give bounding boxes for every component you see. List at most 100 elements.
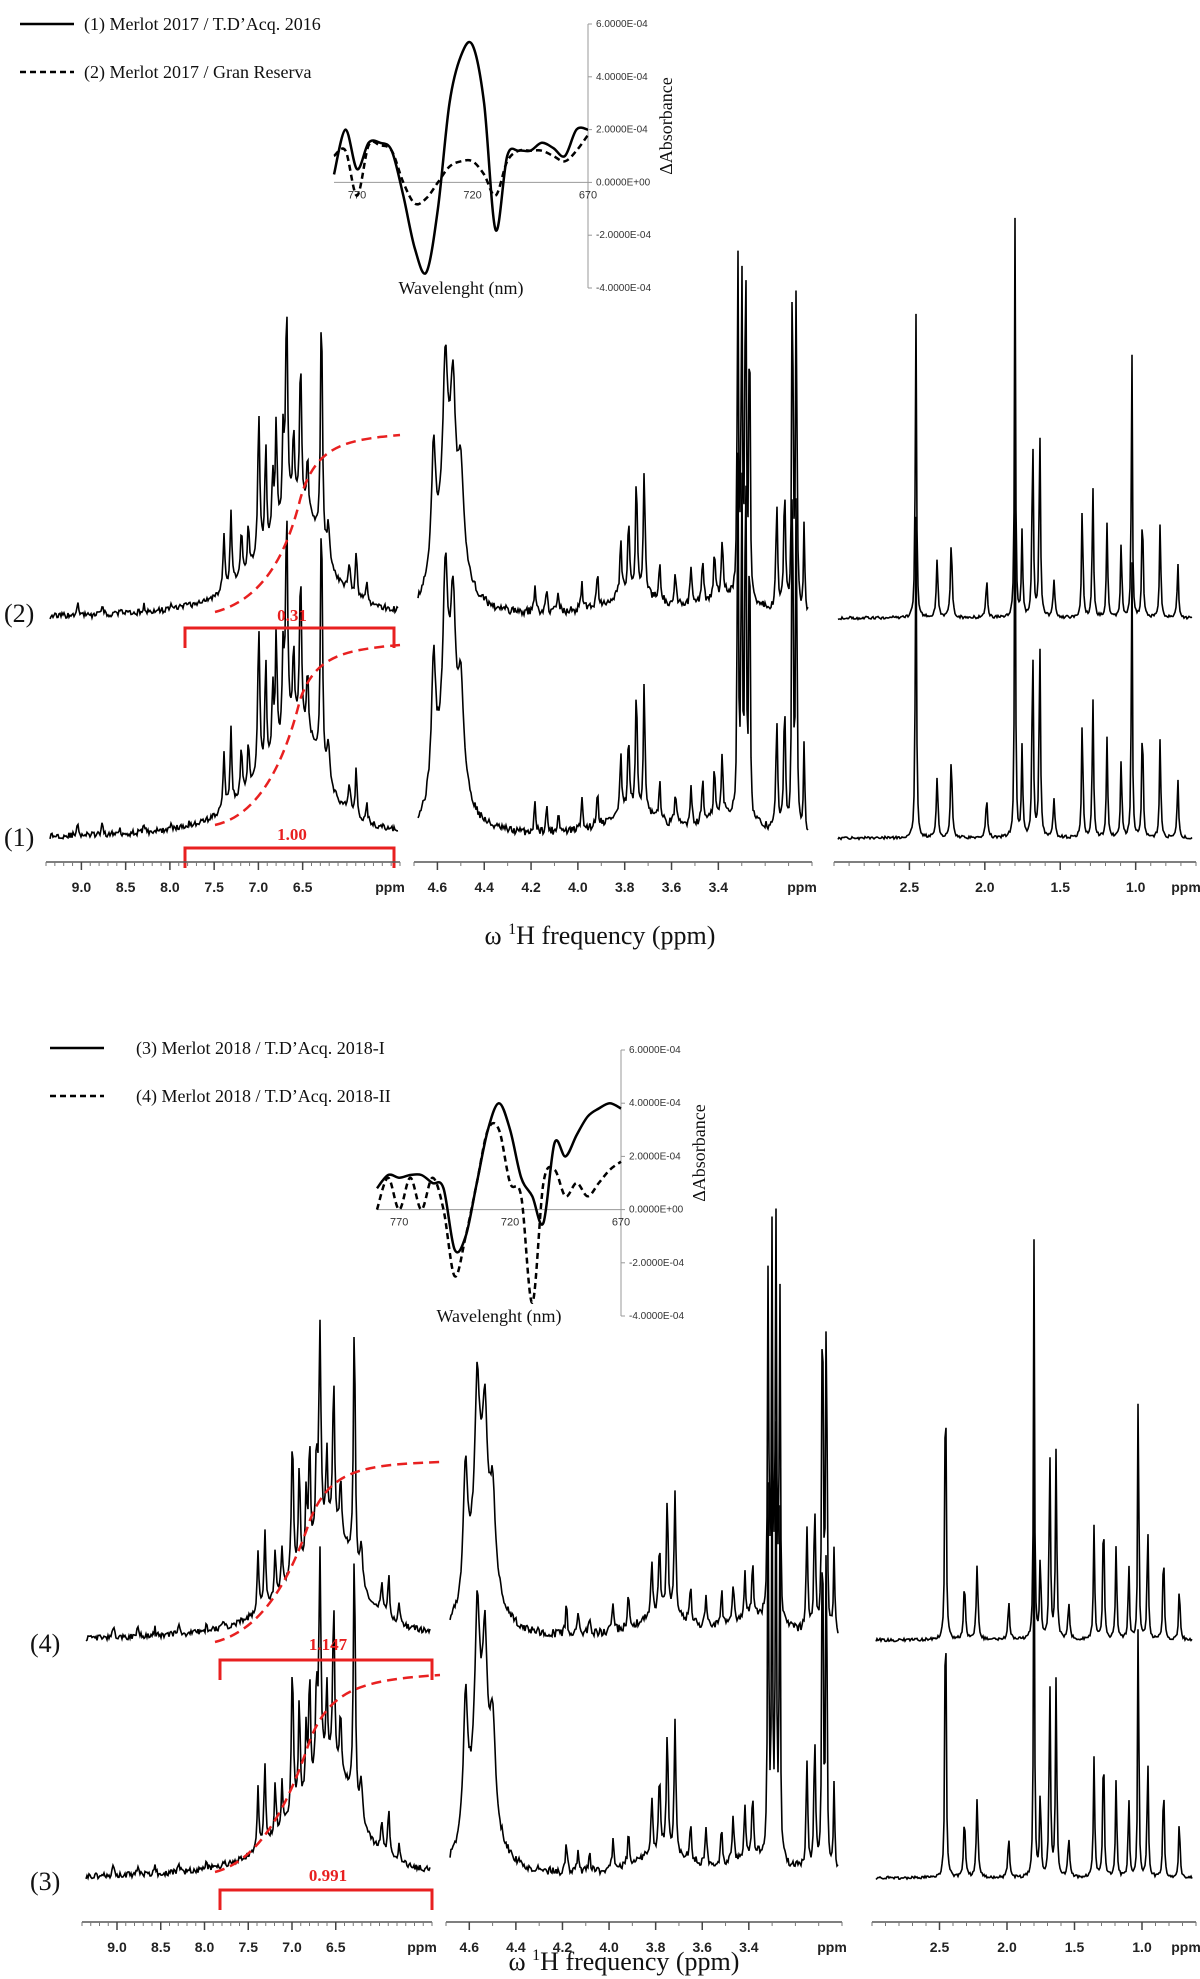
- x-tick-label: 1.5: [1051, 879, 1071, 895]
- trace-sugar-1: [417, 452, 809, 837]
- x-tick-label: 3.8: [646, 1939, 666, 1955]
- inset-series-2: [333, 134, 590, 206]
- inset-ytick-label: 6.0000E-04: [629, 1045, 681, 1056]
- x-tick-label: 4.4: [475, 879, 495, 895]
- x-tick-label: 2.5: [900, 879, 920, 895]
- trace-sugar-0: [449, 1208, 839, 1639]
- x-axes: 9.0 8.5 8.0 7.5 7.0 6.5 ppm 4.6 4.4 4.2 4.0 3.8 3.6 3…: [45, 861, 1200, 895]
- x-unit-label: ppm: [407, 1939, 437, 1955]
- inset-ytick-label: 0.0000E+00: [629, 1205, 684, 1216]
- x-tick-label: 7.5: [204, 879, 224, 895]
- inset-xtick-label: 670: [612, 1217, 630, 1229]
- trace-aromatic-0: [85, 1319, 431, 1643]
- inset-ytick-label: 0.0000E+00: [596, 177, 651, 188]
- x-tick-label: 4.6: [460, 1939, 480, 1955]
- x-tick-label: 7.0: [282, 1939, 302, 1955]
- x-tick-label: 4.0: [599, 1939, 619, 1955]
- x-tick-label: 3.4: [709, 879, 729, 895]
- legend-label-4: (4) Merlot 2018 / T.D’Acq. 2018-II: [136, 1086, 391, 1107]
- x-tick-label: 6.5: [326, 1939, 346, 1955]
- integral-curve-upper: [214, 433, 401, 614]
- inset-xtick-label: 670: [579, 189, 597, 201]
- x-tick-label: 7.5: [239, 1939, 259, 1955]
- integral-bracket-upper: 1.147: [218, 1635, 434, 1680]
- integral-curve-lower: [214, 1673, 441, 1874]
- x-tick-label: 4.4: [506, 1939, 526, 1955]
- x-tick-label: 3.6: [662, 879, 682, 895]
- x-tick-label: 9.0: [107, 1939, 127, 1955]
- x-axes: 9.0 8.5 8.0 7.5 7.0 6.5 ppm 4.6 4.4 4.2 4.0 3.8 3.6 3…: [81, 1921, 1200, 1955]
- x-tick-label: 4.2: [553, 1939, 573, 1955]
- x-unit-label: ppm: [817, 1939, 847, 1955]
- integral-curve-upper: [214, 1460, 441, 1644]
- legend-label-1: (1) Merlot 2017 / T.D’Acq. 2016: [84, 14, 321, 35]
- inset-ytick-label: 2.0000E-04: [596, 125, 648, 136]
- trace-sugar-0: [417, 250, 809, 619]
- x-tick-label: 2.5: [930, 1939, 950, 1955]
- inset-legend: (1) Merlot 2017 / T.D’Acq. 2016 (2) Merl…: [20, 14, 321, 83]
- trace-aliphatic-1: [875, 1456, 1193, 1881]
- trace-aliphatic-0: [875, 1239, 1193, 1643]
- x-tick-label: 2.0: [997, 1939, 1017, 1955]
- x-tick-label: 3.6: [693, 1939, 713, 1955]
- x-tick-label: 4.2: [521, 879, 541, 895]
- legend-label-3: (3) Merlot 2018 / T.D’Acq. 2018-I: [136, 1038, 385, 1059]
- integral-value-3: 0.991: [309, 1866, 347, 1885]
- x-tick-label: 4.6: [428, 879, 448, 895]
- nmr-traces: [85, 1208, 1193, 1881]
- x-axis-title: ω 1H frequency (ppm): [509, 1947, 740, 1976]
- inset-ytick-label: 4.0000E-04: [596, 72, 648, 83]
- inset-x-label: Wavelenght (nm): [398, 278, 523, 299]
- inset-ytick-label: -4.0000E-04: [629, 1311, 684, 1322]
- inset-xtick-label: 720: [501, 1217, 519, 1229]
- x-tick-label: 2.0: [975, 879, 995, 895]
- trace-aromatic-1: [85, 1546, 431, 1881]
- x-tick-label: 9.0: [72, 879, 92, 895]
- integral-value-2: 0.31: [277, 606, 307, 625]
- trace-aliphatic-0: [837, 217, 1193, 621]
- x-tick-label: 3.4: [739, 1939, 759, 1955]
- x-tick-label: 8.0: [160, 879, 180, 895]
- x-tick-label: 4.0: [568, 879, 588, 895]
- x-tick-label: 1.0: [1126, 879, 1146, 895]
- inset-xtick-label: 720: [463, 189, 481, 201]
- trace-aromatic-1: [49, 520, 399, 840]
- x-unit-label: ppm: [1171, 879, 1200, 895]
- nmr-traces: [49, 217, 1193, 841]
- inset-y-label: ΔAbsorbance: [689, 1104, 709, 1202]
- series-label-1: (1): [4, 823, 34, 852]
- inset-ytick-label: -4.0000E-04: [596, 283, 651, 294]
- inset-ytick-label: 4.0000E-04: [629, 1098, 681, 1109]
- x-tick-label: 8.5: [116, 879, 136, 895]
- x-tick-label: 8.5: [151, 1939, 171, 1955]
- inset-legend: (3) Merlot 2018 / T.D’Acq. 2018-I (4) Me…: [50, 1038, 391, 1107]
- trace-aliphatic-1: [837, 415, 1193, 841]
- x-tick-label: 3.8: [615, 879, 635, 895]
- inset-x-label: Wavelenght (nm): [436, 1306, 561, 1327]
- inset-xtick-label: 770: [390, 1217, 408, 1229]
- inset-ytick-label: 2.0000E-04: [629, 1151, 681, 1162]
- inset-ytick-label: -2.0000E-04: [629, 1258, 684, 1269]
- x-tick-label: 7.0: [249, 879, 269, 895]
- integral-bracket-lower: 1.00: [183, 825, 396, 868]
- legend-label-2: (2) Merlot 2017 / Gran Reserva: [84, 62, 311, 83]
- series-label-3: (3): [30, 1867, 60, 1896]
- trace-aromatic-0: [49, 316, 399, 621]
- inset-ytick-label: -2.0000E-04: [596, 230, 651, 241]
- inset-spectrum-plot: 6.0000E-04 4.0000E-04 2.0000E-04 0.0000E+00…: [375, 1045, 709, 1327]
- series-label-2: (2): [4, 599, 34, 628]
- inset-spectrum-plot: 6.0000E-04 4.0000E-04 2.0000E-04 0.0000E+00…: [332, 19, 676, 299]
- inset-ytick-label: 6.0000E-04: [596, 19, 648, 30]
- x-tick-label: 1.5: [1065, 1939, 1085, 1955]
- trace-sugar-1: [449, 1421, 839, 1877]
- bottom-panel: (3) Merlot 2018 / T.D’Acq. 2018-I (4) Me…: [30, 1038, 1200, 1976]
- inset-series-1: [332, 40, 589, 275]
- integral-value-4: 1.147: [309, 1635, 348, 1654]
- integral-bracket-lower: 0.991: [218, 1866, 434, 1910]
- x-tick-label: 6.5: [293, 879, 313, 895]
- x-unit-label: ppm: [375, 879, 405, 895]
- inset-series-3: [376, 1101, 622, 1254]
- x-tick-label: 8.0: [195, 1939, 215, 1955]
- x-axis-title: ω 1H frequency (ppm): [485, 921, 716, 950]
- series-label-4: (4): [30, 1629, 60, 1658]
